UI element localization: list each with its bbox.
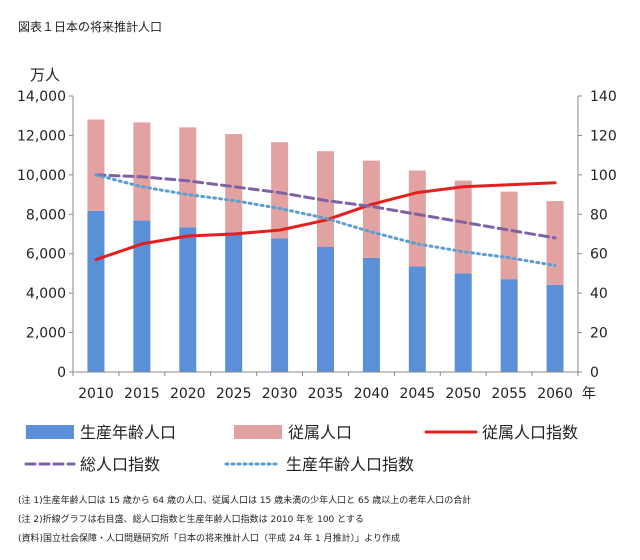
x-tick-label: 2050 [445,386,481,402]
legend-label-dependent: 従属人口 [288,423,352,442]
bar-dependent [546,201,564,285]
line-solid [94,181,557,262]
y-right-tick-label: 20 [590,326,608,342]
y-right-tick-label: 40 [590,286,608,302]
bar-dependent [225,134,243,233]
legend-label-working-age: 生産年齢人口 [80,423,176,442]
bar-working-age [454,273,472,372]
x-tick-label: 2035 [308,386,344,402]
y-axis-unit-label: 万人 [30,66,60,84]
y-right-tick-label: 120 [590,128,617,144]
bar-dependent [133,122,151,221]
bar-dependent [179,127,197,228]
bar-working-age [362,257,380,372]
y-right-tick-label: 60 [590,247,608,263]
y-left-tick-label: 0 [57,365,66,381]
y-left-tick-label: 6,000 [26,247,66,263]
bar-working-age [87,210,105,372]
bar-dependent [87,119,105,211]
x-tick-label: 2045 [399,386,435,402]
x-tick-label: 2060 [537,386,573,402]
bar-working-age [408,266,426,372]
y-left-tick-label: 2,000 [26,326,66,342]
y-right-tick-label: 0 [590,365,599,381]
bar-working-age [179,227,197,372]
bar-dependent [362,160,380,258]
bar-working-age [225,232,243,372]
y-left-tick-label: 12,000 [17,128,66,144]
note-2: (注 2)折線グラフは右目盛、総人口指数と生産年齢人口指数は 2010 年を 1… [18,515,364,525]
y-right-tick-label: 100 [590,168,617,184]
figure-title: 図表１日本の将来推計人口 [18,20,163,34]
y-left-tick-label: 14,000 [17,89,66,105]
bar-dependent [454,180,472,274]
x-tick-label: 2015 [124,386,160,402]
line-dashed [94,173,557,240]
legend-label-solid: 従属人口指数 [482,423,578,442]
y-right-tick-label: 80 [590,207,608,223]
x-tick-label: 2010 [78,386,114,402]
bar-working-age [317,247,334,372]
bar-working-age [271,238,289,372]
legend-label-dotted: 生産年齢人口指数 [286,455,414,474]
x-tick-label: 2025 [216,386,252,402]
legend-swatch-dependent [234,425,282,439]
x-tick-label: 2040 [354,386,390,402]
y-left-tick-label: 8,000 [26,207,66,223]
x-tick-label: 2055 [491,386,527,402]
y-left-tick-label: 4,000 [26,286,66,302]
note-3: (資料)国立社会保障・人口問題研究所「日本の将来推計人口（平成 24 年 1 月… [18,534,400,544]
x-tick-label: 2030 [262,386,298,402]
bar-dependent [500,191,518,280]
legend-label-dashed: 総人口指数 [80,455,160,474]
x-tick-label: 2020 [170,386,206,402]
chart: 万人 0 2,000 4,000 6,000 8,000 10,000 12,000 14,00… [17,66,617,474]
note-1: (注 1)生産年齢人口は 15 歳から 64 歳の人口、従属人口は 15 歳未満… [18,496,472,506]
bar-working-age [500,279,518,372]
bar-dependent [271,142,289,239]
x-axis-unit-label: 年 [582,386,596,402]
y-right-tick-label: 140 [590,89,617,105]
bar-working-age [546,284,564,372]
legend-swatch-working-age [26,425,74,439]
line-dotted [94,173,557,267]
bar-dependent [408,170,426,267]
bar-working-age [133,220,151,372]
y-left-tick-label: 10,000 [17,168,66,184]
